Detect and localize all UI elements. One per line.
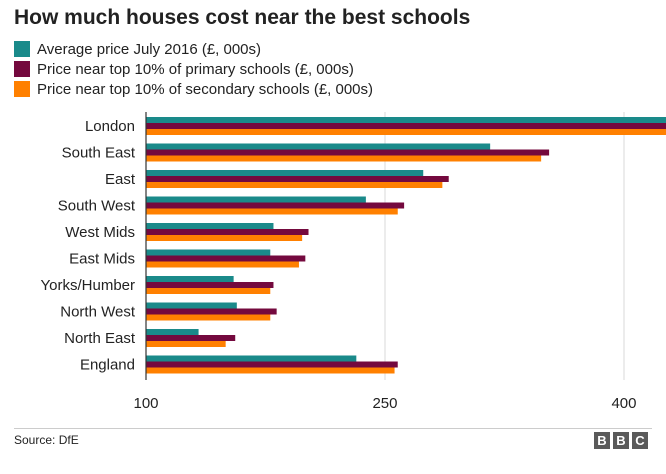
bar-england-series-1 [146, 355, 357, 362]
source-note: Source: DfE [14, 433, 79, 447]
legend-label-average: Average price July 2016 (£, 000s) [37, 40, 262, 58]
category-label: London [85, 118, 135, 135]
bar-north-west-series-1 [146, 302, 237, 309]
bar-london-series-3 [146, 129, 666, 135]
legend-item-primary: Price near top 10% of primary schools (£… [14, 59, 373, 79]
bar-yorks-humber-series-3 [146, 288, 271, 294]
bar-east-mids-series-1 [146, 249, 271, 256]
legend-swatch-average [14, 41, 30, 57]
bar-north-east-series-1 [146, 329, 199, 335]
bar-england-series-3 [146, 367, 395, 374]
category-label: East Mids [69, 251, 135, 268]
x-tick-label: 250 [372, 395, 397, 412]
bar-yorks-humber-series-2 [146, 282, 274, 288]
category-label: Yorks/Humber [41, 277, 135, 294]
bar-west-mids-series-1 [146, 223, 274, 229]
bar-south-east-series-2 [146, 149, 550, 156]
x-tick-label: 400 [611, 395, 636, 412]
bar-west-mids-series-2 [146, 229, 309, 235]
bar-yorks-humber-series-1 [146, 276, 234, 282]
bar-south-east-series-1 [146, 143, 491, 150]
legend: Average price July 2016 (£, 000s) Price … [14, 39, 373, 99]
category-label: North West [60, 304, 136, 321]
bbc-logo: B B C [594, 432, 648, 449]
category-label: South West [58, 198, 136, 215]
x-tick-label: 100 [133, 395, 158, 412]
legend-item-secondary: Price near top 10% of secondary schools … [14, 79, 373, 99]
bar-north-east-series-3 [146, 341, 226, 347]
category-label: North East [64, 330, 136, 347]
bar-north-east-series-2 [146, 335, 236, 341]
bar-south-west-series-1 [146, 196, 366, 203]
bar-south-east-series-3 [146, 155, 542, 162]
bbc-logo-block-2: B [613, 432, 629, 449]
bar-london-series-1 [146, 117, 666, 123]
category-label: West Mids [65, 224, 135, 241]
bar-south-west-series-3 [146, 208, 398, 215]
category-label: South East [62, 145, 136, 162]
bar-south-west-series-2 [146, 202, 405, 209]
chart-title: How much houses cost near the best schoo… [14, 6, 471, 29]
bar-east-mids-series-2 [146, 255, 306, 262]
bar-north-west-series-2 [146, 308, 277, 315]
bbc-logo-block-1: B [594, 432, 610, 449]
bar-east-series-1 [146, 170, 424, 176]
category-label: England [80, 357, 135, 374]
bar-england-series-2 [146, 361, 398, 368]
bbc-logo-block-3: C [632, 432, 648, 449]
legend-swatch-primary [14, 61, 30, 77]
footer-divider [14, 428, 652, 429]
legend-label-secondary: Price near top 10% of secondary schools … [37, 80, 374, 98]
bar-north-west-series-3 [146, 314, 271, 321]
bar-east-mids-series-3 [146, 261, 299, 268]
bar-west-mids-series-3 [146, 235, 303, 241]
category-label: East [105, 171, 136, 188]
legend-label-primary: Price near top 10% of primary schools (£… [37, 60, 354, 78]
bar-east-series-2 [146, 176, 449, 182]
legend-item-average: Average price July 2016 (£, 000s) [14, 39, 373, 59]
bar-london-series-2 [146, 123, 666, 129]
legend-swatch-secondary [14, 81, 30, 97]
bar-east-series-3 [146, 182, 443, 188]
